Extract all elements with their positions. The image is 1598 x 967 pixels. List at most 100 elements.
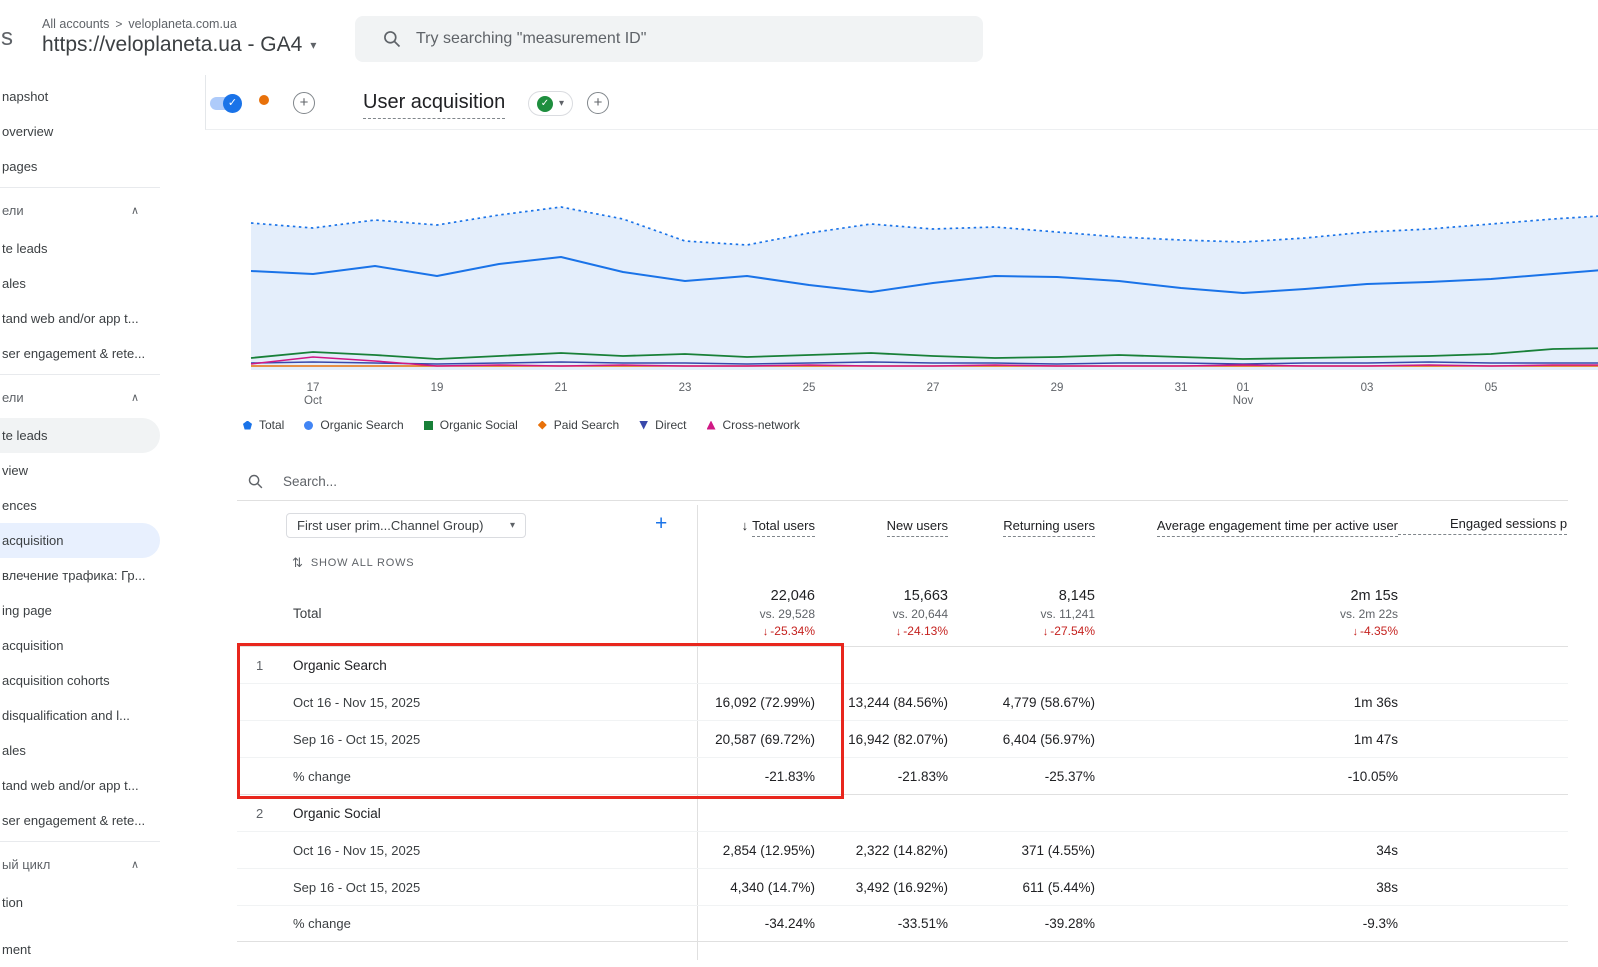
sidebar-divider [0, 841, 160, 842]
sidebar-item-traffic-acquisition[interactable]: влечение трафика: Гр... [2, 568, 146, 583]
table-total-row: Total 22,046 vs. 29,528 ↓ -25.34% 15,663 … [237, 580, 1568, 646]
search-icon [384, 31, 401, 48]
legend-item[interactable]: Direct [639, 418, 687, 432]
sidebar-item-understand-traffic-2[interactable]: tand web and/or app t... [2, 778, 139, 793]
primary-dimension-dropdown[interactable]: First user prim...Channel Group) ▾ [286, 513, 526, 538]
report-status-chip[interactable]: ✓ ▾ [528, 91, 574, 116]
sidebar-item-landing-page[interactable]: ing page [2, 603, 52, 618]
total-returning-users-cell: 8,145 vs. 11,241 ↓ -27.54% [1040, 588, 1095, 638]
table-search-input[interactable] [283, 473, 583, 489]
row-name: Organic Search [293, 657, 387, 673]
down-arrow-icon: ↓ [1352, 626, 1358, 638]
sidebar-item-reports-snapshot[interactable]: napshot [2, 89, 49, 104]
sidebar-item-generate-leads-2[interactable]: te leads [0, 418, 160, 453]
sidebar-item-user-engagement-2[interactable]: ser engagement & rete... [2, 813, 146, 828]
table-divider [237, 500, 1568, 501]
table-row-period: Sep 16 - Oct 15, 2025 20,587 (69.72%) 16… [237, 720, 1568, 757]
report-title[interactable]: User acquisition [363, 91, 506, 119]
table-column-divider [697, 505, 698, 960]
table-row-period: Oct 16 - Nov 15, 2025 16,092 (72.99%) 13… [237, 683, 1568, 720]
chevron-down-icon: ▾ [559, 98, 565, 109]
add-report-button[interactable]: + [587, 92, 609, 114]
orange-circle-icon[interactable] [259, 95, 269, 105]
comparison-toggle[interactable]: ✓ [210, 94, 242, 113]
global-search-input[interactable] [416, 30, 896, 48]
x-axis-tick: 05 [1484, 382, 1498, 394]
row-index: 2 [256, 805, 264, 821]
table-row-period: Oct 16 - Nov 15, 2025 2,854 (12.95%) 2,3… [237, 831, 1568, 868]
legend-item[interactable]: Cross-network [706, 418, 800, 432]
sidebar-section-header-lifecycle[interactable]: ый цикл ∧ [0, 845, 205, 885]
x-axis-tick: 27 [926, 382, 940, 394]
chevron-down-icon: ▾ [310, 38, 317, 52]
sidebar-item-generate-leads-1[interactable]: te leads [2, 241, 48, 256]
chevron-up-icon: ∧ [131, 205, 140, 217]
property-switcher[interactable]: https://veloplaneta.ua - GA4 ▾ [42, 33, 316, 57]
sidebar-divider [0, 374, 160, 375]
sidebar-item-drive-sales-1[interactable]: ales [2, 276, 26, 291]
breadcrumb-all-accounts[interactable]: All accounts [42, 17, 110, 31]
column-header-new-users[interactable]: New users [815, 517, 948, 537]
sidebar-item-engagement[interactable]: ment [2, 942, 31, 957]
sidebar-section-header-1[interactable]: ели ∧ [0, 191, 205, 231]
sidebar-item-audiences[interactable]: ences [2, 498, 37, 513]
sidebar-item-user-engagement-1[interactable]: ser engagement & rete... [2, 346, 146, 361]
table-search[interactable] [237, 466, 583, 496]
sidebar-item-realtime-overview[interactable]: overview [2, 124, 54, 139]
add-dimension-button[interactable]: + [655, 512, 668, 535]
sidebar-item-acquisition-cohorts[interactable]: acquisition cohorts [2, 673, 110, 688]
x-axis-tick: 31 [1174, 382, 1188, 394]
sidebar-item-realtime-pages[interactable]: pages [2, 159, 38, 174]
chart-legend: Total Organic Search Organic Social Paid… [243, 418, 800, 432]
chevron-down-icon: ▾ [509, 520, 515, 531]
table-row-period: Sep 16 - Oct 15, 2025 4,340 (14.7%) 3,49… [237, 868, 1568, 905]
acquisition-table: First user prim...Channel Group) ▾ + ↓ To… [237, 505, 1568, 960]
add-comparison-button[interactable]: + [293, 92, 315, 114]
sort-descending-icon: ↓ [741, 517, 749, 533]
x-axis-tick: 03 [1360, 382, 1374, 394]
property-title: https://veloplaneta.ua - GA4 [42, 33, 303, 56]
sidebar-item-user-acquisition-selected[interactable]: acquisition [0, 523, 160, 558]
x-axis-tick: 01 Nov [1232, 382, 1254, 407]
chevron-up-icon: ∧ [131, 392, 140, 404]
sidebar-item-overview[interactable]: view [2, 463, 29, 478]
legend-item[interactable]: Paid Search [537, 418, 619, 432]
direct-marker-icon [639, 420, 649, 430]
row-name: Organic Social [293, 805, 381, 821]
x-axis-tick: 29 [1050, 382, 1064, 394]
column-header-engaged-sessions[interactable]: Engaged sessions p [1398, 516, 1568, 535]
sidebar-item-acquisition[interactable]: acquisition [2, 638, 64, 653]
expand-rows-icon: ⇅ [292, 554, 303, 570]
show-all-rows-button[interactable]: ⇅ SHOW ALL ROWS [292, 554, 415, 570]
organic-social-marker-icon [423, 420, 433, 430]
table-row-organic-search: 1 Organic Search [237, 646, 1568, 683]
total-engagement-time-cell: 2m 15s vs. 2m 22s ↓ -4.35% [1339, 588, 1398, 638]
total-new-users-cell: 15,663 vs. 20,644 ↓ -24.13% [892, 588, 948, 638]
column-header-total-users[interactable]: ↓ Total users [697, 517, 815, 537]
global-search[interactable] [355, 16, 983, 62]
legend-item[interactable]: Organic Social [423, 418, 518, 432]
sidebar-divider [0, 187, 160, 188]
sidebar-item-acquisition-lifecycle[interactable]: tion [2, 895, 23, 910]
total-users-cell: 22,046 vs. 29,528 ↓ -25.34% [759, 588, 815, 638]
sidebar-section-header-2[interactable]: ели ∧ [0, 378, 205, 418]
total-label: Total [293, 605, 322, 621]
down-arrow-icon: ↓ [895, 626, 902, 638]
report-toolbar [205, 75, 1598, 130]
app-header: s All accounts > veloplaneta.com.ua http… [0, 0, 1598, 75]
legend-item[interactable]: Organic Search [304, 418, 404, 432]
x-axis-tick: 17 Oct [304, 382, 322, 407]
breadcrumb-property[interactable]: veloplaneta.com.ua [128, 17, 237, 31]
column-header-returning-users[interactable]: Returning users [948, 517, 1095, 537]
sidebar-item-drive-sales-2[interactable]: ales [2, 743, 26, 758]
chevron-up-icon: ∧ [131, 859, 140, 871]
sidebar-item-understand-traffic-1[interactable]: tand web and/or app t... [2, 311, 139, 326]
sidebar-item-disqualification[interactable]: disqualification and l... [2, 708, 130, 723]
analytics-logo-fragment: s [1, 24, 13, 51]
row-index: 1 [256, 657, 264, 673]
chart-x-axis: 17 Oct 19 21 23 25 27 29 31 01 Nov 03 05 [243, 382, 1598, 412]
x-axis-tick: 25 [802, 382, 816, 394]
legend-item[interactable]: Total [243, 418, 284, 432]
column-header-avg-engagement-time[interactable]: Average engagement time per active user [1095, 517, 1398, 537]
paid-search-marker-icon [537, 420, 547, 430]
